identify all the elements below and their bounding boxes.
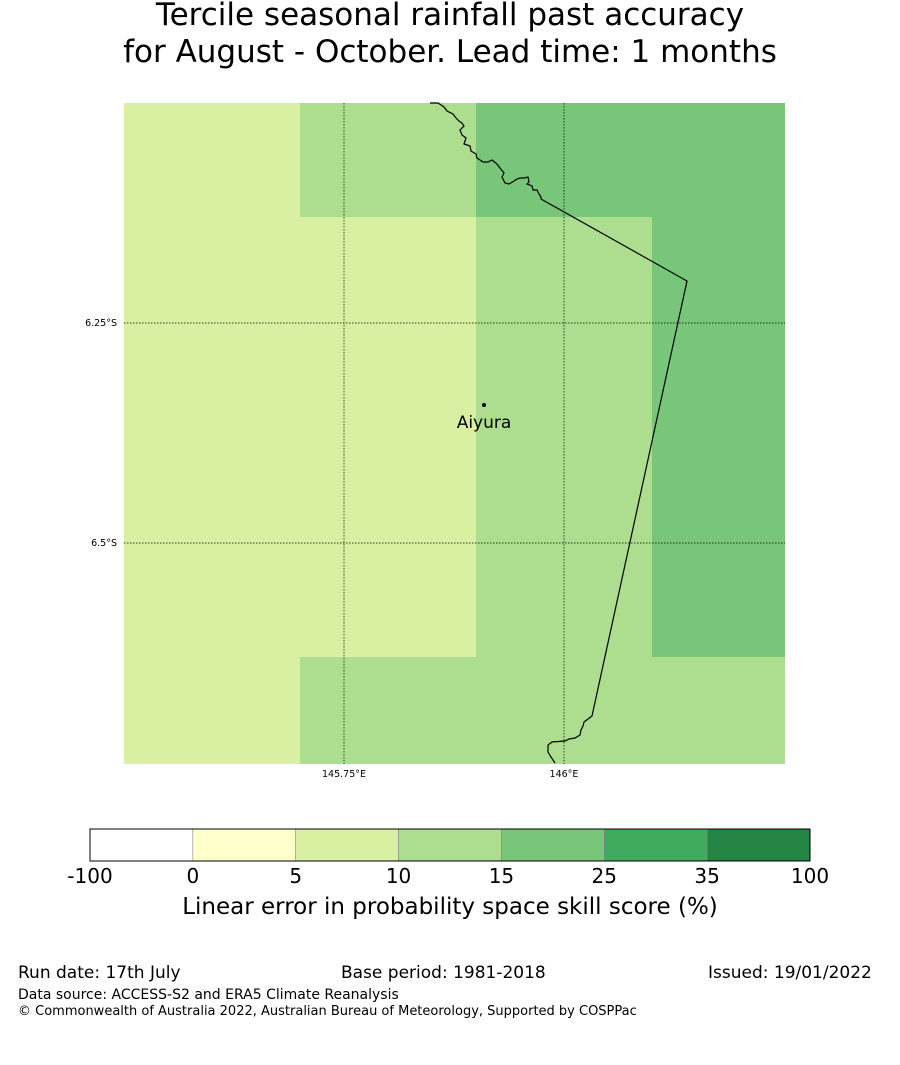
colorbar-segment-2	[295, 828, 399, 862]
copyright: © Commonwealth of Australia 2022, Austra…	[18, 1004, 637, 1019]
colorbar-border	[89, 828, 811, 862]
grid-cell-2	[124, 103, 300, 764]
colorbar	[89, 828, 811, 862]
grid-cell-10	[652, 569, 785, 657]
colorbar-tick-label: -100	[67, 864, 113, 888]
colorbar-segment-3	[398, 828, 502, 862]
colorbar-segment-5	[603, 828, 708, 862]
grid-cell-7	[652, 217, 785, 569]
issued-date: Issued: 19/01/2022	[708, 963, 872, 983]
run-date: Run date: 17th July	[18, 963, 181, 983]
grid-cell-4	[476, 103, 785, 217]
colorbar-title: Linear error in probability space skill …	[182, 894, 718, 920]
grid-cell-6	[476, 217, 652, 569]
lon-label-146: 146°E	[550, 769, 579, 780]
aiyura-marker	[482, 403, 486, 407]
colorbar-segment-4	[501, 828, 605, 862]
map-title-line-1: Tercile seasonal rainfall past accuracy	[155, 0, 745, 33]
colorbar-tick-label: 0	[186, 864, 200, 888]
colorbar-segment-1	[192, 828, 297, 862]
map-title-line-2: for August - October. Lead time: 1 month…	[123, 34, 777, 70]
lat-label-6.25: 6.25°S	[85, 318, 117, 329]
colorbar-segment-0	[89, 828, 194, 862]
lon-label-145.75: 145.75°E	[322, 769, 366, 780]
grid-cell-8	[300, 569, 476, 657]
colorbar-tick-label: 25	[591, 864, 617, 888]
colorbar-tick-label: 5	[289, 864, 303, 888]
colorbar-tick-label: 15	[488, 864, 515, 888]
lat-label-6.5: 6.5°S	[91, 538, 117, 549]
data-source: Data source: ACCESS-S2 and ERA5 Climate …	[18, 987, 399, 1003]
boundary-line	[430, 102, 688, 764]
grid-cell-3	[300, 103, 476, 217]
colorbar-tick-label: 10	[385, 864, 412, 888]
place-label-aiyura: Aiyura	[457, 413, 512, 433]
grid-cell-5	[300, 217, 476, 569]
grid-cell-11	[300, 657, 785, 764]
colorbar-tick-label: 35	[694, 864, 720, 888]
colorbar-tick-label: 100	[790, 864, 830, 888]
base-period: Base period: 1981-2018	[341, 963, 546, 983]
colorbar-segment-6	[706, 828, 811, 862]
skill-grid	[124, 103, 785, 764]
